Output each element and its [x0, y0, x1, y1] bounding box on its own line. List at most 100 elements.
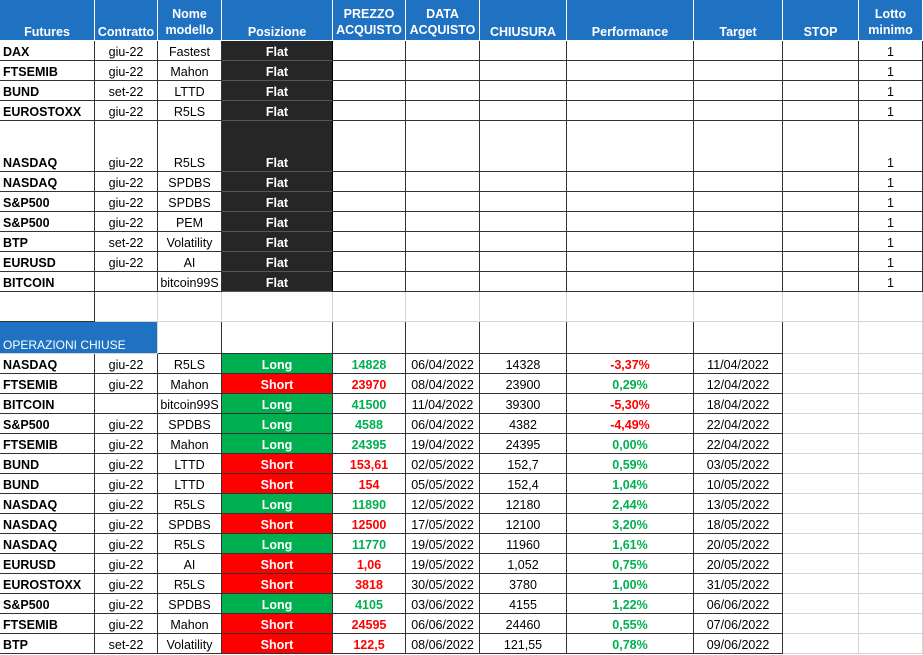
closed-row-chiusura[interactable]: 4382 [480, 414, 567, 434]
open-row-lotto[interactable]: 1 [859, 172, 923, 192]
open-row-lotto[interactable]: 1 [859, 121, 923, 172]
closed-row-posizione[interactable]: Long [222, 434, 333, 454]
closed-row-target[interactable]: 18/04/2022 [694, 394, 783, 414]
closed-row-contratto[interactable]: giu-22 [95, 414, 158, 434]
closed-row-contratto[interactable]: giu-22 [95, 534, 158, 554]
open-row-empty-cell[interactable] [783, 232, 859, 252]
open-row-empty-cell[interactable] [694, 212, 783, 232]
closed-row-chiusura[interactable]: 24395 [480, 434, 567, 454]
open-row-contratto[interactable]: giu-22 [95, 61, 158, 81]
empty-cell[interactable] [222, 322, 333, 354]
header-futures[interactable]: Futures [0, 0, 95, 41]
closed-row-performance[interactable]: -4,49% [567, 414, 694, 434]
open-row-empty-cell[interactable] [406, 232, 480, 252]
header-nome-modello[interactable]: Nome modello [158, 0, 222, 41]
empty-cell[interactable] [859, 394, 923, 414]
closed-row-modello[interactable]: AI [158, 554, 222, 574]
closed-row-chiusura[interactable]: 4155 [480, 594, 567, 614]
closed-row-posizione[interactable]: Long [222, 354, 333, 374]
empty-cell[interactable] [859, 614, 923, 634]
closed-row-posizione[interactable]: Short [222, 614, 333, 634]
closed-row-target[interactable]: 22/04/2022 [694, 414, 783, 434]
open-row-empty-cell[interactable] [480, 101, 567, 121]
closed-row-target[interactable]: 03/05/2022 [694, 454, 783, 474]
closed-row-target[interactable]: 13/05/2022 [694, 494, 783, 514]
empty-cell[interactable] [480, 322, 567, 354]
open-row-empty-cell[interactable] [694, 41, 783, 61]
closed-row-target[interactable]: 18/05/2022 [694, 514, 783, 534]
empty-cell[interactable] [406, 322, 480, 354]
empty-cell[interactable] [567, 322, 694, 354]
closed-row-future[interactable]: NASDAQ [0, 354, 95, 374]
open-row-posizione[interactable]: Flat [222, 232, 333, 252]
closed-row-future[interactable]: FTSEMIB [0, 614, 95, 634]
closed-row-performance[interactable]: 2,44% [567, 494, 694, 514]
open-row-contratto[interactable]: giu-22 [95, 192, 158, 212]
empty-cell[interactable] [859, 454, 923, 474]
open-row-empty-cell[interactable] [333, 101, 406, 121]
closed-row-future[interactable]: NASDAQ [0, 534, 95, 554]
closed-row-data[interactable]: 19/04/2022 [406, 434, 480, 454]
closed-row-future[interactable]: NASDAQ [0, 494, 95, 514]
closed-row-modello[interactable]: LTTD [158, 454, 222, 474]
closed-row-performance[interactable]: 1,22% [567, 594, 694, 614]
header-posizione[interactable]: Posizione [222, 0, 333, 41]
empty-cell[interactable] [859, 434, 923, 454]
closed-row-data[interactable]: 08/04/2022 [406, 374, 480, 394]
open-row-empty-cell[interactable] [694, 232, 783, 252]
open-row-lotto[interactable]: 1 [859, 232, 923, 252]
open-row-empty-cell[interactable] [333, 272, 406, 292]
closed-row-modello[interactable]: LTTD [158, 474, 222, 494]
empty-cell[interactable] [859, 514, 923, 534]
open-row-lotto[interactable]: 1 [859, 272, 923, 292]
open-row-modello[interactable]: R5LS [158, 101, 222, 121]
open-row-empty-cell[interactable] [567, 212, 694, 232]
open-row-lotto[interactable]: 1 [859, 212, 923, 232]
open-row-empty-cell[interactable] [694, 61, 783, 81]
open-row-future[interactable]: BUND [0, 81, 95, 101]
closed-row-prezzo[interactable]: 4588 [333, 414, 406, 434]
closed-row-chiusura[interactable]: 24460 [480, 614, 567, 634]
closed-row-target[interactable]: 31/05/2022 [694, 574, 783, 594]
closed-row-target[interactable]: 11/04/2022 [694, 354, 783, 374]
empty-cell[interactable] [783, 514, 859, 534]
empty-cell[interactable] [783, 474, 859, 494]
closed-row-contratto[interactable]: giu-22 [95, 554, 158, 574]
closed-row-prezzo[interactable]: 1,06 [333, 554, 406, 574]
open-row-empty-cell[interactable] [694, 101, 783, 121]
empty-cell[interactable] [783, 534, 859, 554]
open-row-empty-cell[interactable] [567, 101, 694, 121]
closed-row-chiusura[interactable]: 23900 [480, 374, 567, 394]
closed-row-contratto[interactable]: giu-22 [95, 354, 158, 374]
closed-row-prezzo[interactable]: 122,5 [333, 634, 406, 654]
closed-row-performance[interactable]: -5,30% [567, 394, 694, 414]
empty-cell[interactable] [859, 494, 923, 514]
closed-row-posizione[interactable]: Short [222, 374, 333, 394]
open-row-empty-cell[interactable] [567, 61, 694, 81]
open-row-empty-cell[interactable] [783, 172, 859, 192]
closed-row-contratto[interactable]: giu-22 [95, 454, 158, 474]
open-row-modello[interactable]: PEM [158, 212, 222, 232]
closed-row-prezzo[interactable]: 24395 [333, 434, 406, 454]
closed-row-contratto[interactable]: giu-22 [95, 574, 158, 594]
closed-row-posizione[interactable]: Short [222, 574, 333, 594]
closed-row-modello[interactable]: SPDBS [158, 594, 222, 614]
open-row-contratto[interactable]: set-22 [95, 81, 158, 101]
open-row-empty-cell[interactable] [694, 252, 783, 272]
open-row-modello[interactable]: AI [158, 252, 222, 272]
closed-row-data[interactable]: 12/05/2022 [406, 494, 480, 514]
open-row-empty-cell[interactable] [406, 81, 480, 101]
closed-row-future[interactable]: EURUSD [0, 554, 95, 574]
closed-row-performance[interactable]: 0,55% [567, 614, 694, 634]
open-row-empty-cell[interactable] [567, 192, 694, 212]
open-row-empty-cell[interactable] [333, 172, 406, 192]
open-row-empty-cell[interactable] [567, 41, 694, 61]
header-contratto[interactable]: Contratto [95, 0, 158, 41]
closed-section-title[interactable]: OPERAZIONI CHIUSE [0, 322, 158, 354]
closed-row-future[interactable]: S&P500 [0, 594, 95, 614]
empty-cell[interactable] [406, 292, 480, 322]
open-row-modello[interactable]: SPDBS [158, 192, 222, 212]
empty-cell[interactable] [783, 322, 859, 354]
open-row-future[interactable]: EUROSTOXX [0, 101, 95, 121]
empty-cell[interactable] [859, 534, 923, 554]
